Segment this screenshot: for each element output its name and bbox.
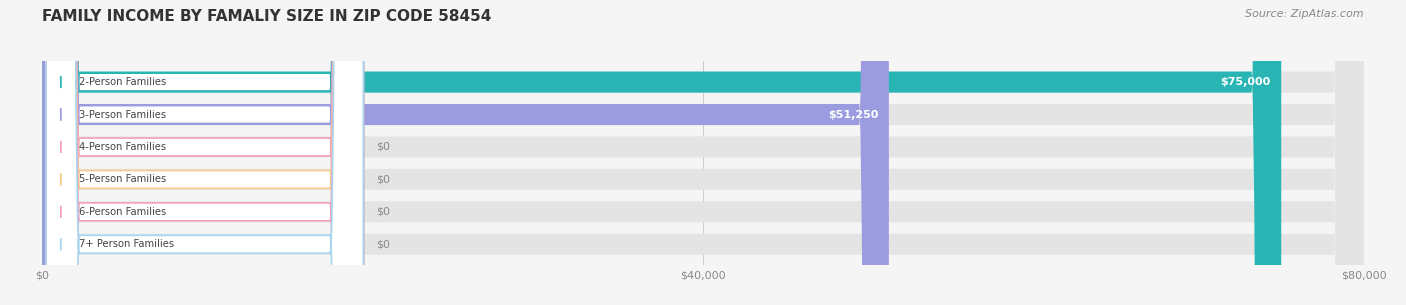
Text: 3-Person Families: 3-Person Families (79, 109, 166, 120)
FancyBboxPatch shape (42, 0, 1364, 305)
FancyBboxPatch shape (42, 0, 1364, 305)
FancyBboxPatch shape (46, 0, 363, 305)
FancyBboxPatch shape (42, 0, 1364, 305)
Text: $51,250: $51,250 (828, 109, 879, 120)
FancyBboxPatch shape (42, 0, 889, 305)
FancyBboxPatch shape (46, 0, 363, 305)
Text: 6-Person Families: 6-Person Families (79, 207, 166, 217)
Text: $0: $0 (377, 174, 391, 185)
Text: $0: $0 (377, 142, 391, 152)
Text: $75,000: $75,000 (1220, 77, 1271, 87)
Text: Source: ZipAtlas.com: Source: ZipAtlas.com (1246, 9, 1364, 19)
Text: 4-Person Families: 4-Person Families (79, 142, 166, 152)
FancyBboxPatch shape (42, 0, 1364, 305)
FancyBboxPatch shape (46, 0, 363, 305)
FancyBboxPatch shape (46, 0, 363, 305)
FancyBboxPatch shape (46, 0, 363, 305)
Text: $0: $0 (377, 239, 391, 249)
Text: 2-Person Families: 2-Person Families (79, 77, 166, 87)
Text: 7+ Person Families: 7+ Person Families (79, 239, 174, 249)
FancyBboxPatch shape (42, 0, 1364, 305)
FancyBboxPatch shape (46, 0, 363, 305)
Text: $0: $0 (377, 207, 391, 217)
Text: FAMILY INCOME BY FAMALIY SIZE IN ZIP CODE 58454: FAMILY INCOME BY FAMALIY SIZE IN ZIP COD… (42, 9, 492, 24)
FancyBboxPatch shape (42, 0, 1281, 305)
FancyBboxPatch shape (42, 0, 1364, 305)
Text: 5-Person Families: 5-Person Families (79, 174, 166, 185)
